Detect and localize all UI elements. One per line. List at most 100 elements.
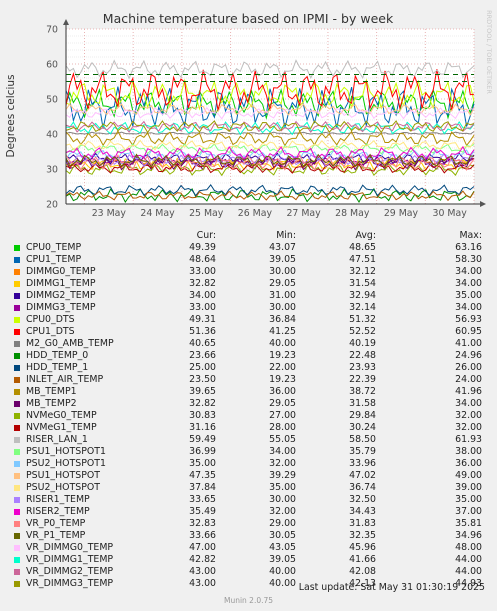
chart-title: Machine temperature based on IPMI - by w… [103, 11, 394, 26]
x-tick-label: 24 May [140, 208, 175, 219]
legend-cur: 33.00 [189, 302, 216, 313]
legend-series-name: PSU2_HOTSPOT1 [26, 458, 106, 469]
legend-max: 34.00 [455, 266, 482, 277]
legend-row: MB_TEMP2 32.82 29.05 31.58 34.00 [0, 398, 497, 410]
legend-max: 39.00 [455, 482, 482, 493]
legend-cur: 33.65 [189, 494, 216, 505]
legend-swatch [14, 557, 20, 563]
legend-avg: 32.35 [349, 530, 376, 541]
legend-row: DIMMG2_TEMP 34.00 31.00 32.94 35.00 [0, 290, 497, 302]
y-tick-label: 60 [46, 60, 58, 71]
legend-series-name: VR_P1_TEMP [26, 530, 86, 541]
series-line-vr-dimmg3-temp [65, 120, 475, 134]
legend-avg: 48.65 [349, 242, 376, 253]
legend-max: 34.00 [455, 278, 482, 289]
y-tick-label: 30 [46, 165, 58, 176]
legend-max: 35.81 [455, 518, 482, 529]
legend-cur: 32.83 [189, 518, 216, 529]
legend-swatch [14, 461, 20, 467]
legend-row: PSU1_HOTSPOT1 36.99 34.00 35.79 38.00 [0, 446, 497, 458]
legend-cur: 37.84 [189, 482, 216, 493]
legend-avg: 42.08 [349, 566, 376, 577]
legend-row: DIMMG0_TEMP 33.00 30.00 32.12 34.00 [0, 266, 497, 278]
legend-min: 22.00 [269, 362, 296, 373]
legend-series-name: PSU1_HOTSPOT [26, 470, 100, 481]
legend-max: 35.00 [455, 290, 482, 301]
legend-max: 24.96 [455, 350, 482, 361]
legend-cur: 47.00 [189, 542, 216, 553]
x-tick-label: 30 May [433, 208, 468, 219]
legend-swatch [14, 533, 20, 539]
legend-swatch [14, 389, 20, 395]
legend-row: INLET_AIR_TEMP 23.50 19.23 22.39 24.00 [0, 374, 497, 386]
legend: Cur: Min: Avg: Max: CPU0_TEMP 49.39 43.07 4… [0, 230, 497, 590]
legend-cur: 42.82 [189, 554, 216, 565]
legend-min: 29.05 [269, 278, 296, 289]
legend-series-name: MB_TEMP1 [26, 386, 77, 397]
legend-swatch [14, 497, 20, 503]
x-tick-label: 23 May [92, 208, 127, 219]
legend-series-name: CPU1_TEMP [26, 254, 82, 265]
legend-min: 39.05 [269, 554, 296, 565]
legend-cur: 23.50 [189, 374, 216, 385]
series-line-inlet-air-temp [65, 190, 475, 202]
legend-swatch [14, 353, 20, 359]
legend-swatch [14, 509, 20, 515]
x-tick-label: 25 May [189, 208, 224, 219]
legend-min: 19.23 [269, 374, 296, 385]
legend-min: 40.00 [269, 566, 296, 577]
legend-avg: 47.51 [349, 254, 376, 265]
series-line-hdd-temp-0 [65, 187, 475, 203]
legend-max: 44.93 [455, 578, 482, 589]
legend-avg: 45.96 [349, 542, 376, 553]
legend-avg: 40.19 [349, 338, 376, 349]
legend-avg: 51.32 [349, 314, 376, 325]
legend-cur: 43.00 [189, 578, 216, 589]
legend-swatch [14, 329, 20, 335]
legend-max: 58.30 [455, 254, 482, 265]
legend-max: 26.00 [455, 362, 482, 373]
legend-header: Cur: Min: Avg: Max: [0, 230, 497, 242]
legend-series-name: RISER2_TEMP [26, 506, 90, 517]
legend-series-name: INLET_AIR_TEMP [26, 374, 104, 385]
legend-min: 29.00 [269, 518, 296, 529]
series-line-nvmeg1-temp [65, 162, 475, 174]
legend-avg: 32.50 [349, 494, 376, 505]
legend-min: 27.00 [269, 410, 296, 421]
legend-series-name: M2_G0_AMB_TEMP [26, 338, 114, 349]
legend-max: 63.16 [455, 242, 482, 253]
legend-avg: 42.13 [349, 578, 376, 589]
legend-min: 32.00 [269, 458, 296, 469]
legend-series-name: DIMMG0_TEMP [26, 266, 96, 277]
legend-row: CPU1_TEMP 48.64 39.05 47.51 58.30 [0, 254, 497, 266]
legend-series-name: CPU1_DTS [26, 326, 75, 337]
legend-row: VR_P1_TEMP 33.66 30.05 32.35 34.96 [0, 530, 497, 542]
legend-min: 55.05 [269, 434, 296, 445]
legend-series-name: CPU0_DTS [26, 314, 75, 325]
munin-version: Munin 2.0.75 [223, 596, 274, 605]
legend-cur: 23.66 [189, 350, 216, 361]
legend-row: CPU1_DTS 51.36 41.25 52.52 60.95 [0, 326, 497, 338]
legend-series-name: VR_P0_TEMP [26, 518, 86, 529]
legend-min: 29.05 [269, 398, 296, 409]
legend-swatch [14, 281, 20, 287]
min-header: Min: [276, 230, 296, 241]
legend-series-name: DIMMG1_TEMP [26, 278, 96, 289]
series-line-psu2-hotspot1 [65, 149, 475, 162]
legend-swatch [14, 257, 20, 263]
legend-series-name: DIMMG3_TEMP [26, 302, 96, 313]
y-tick-label: 50 [46, 95, 58, 106]
legend-cur: 35.49 [189, 506, 216, 517]
legend-row: NVMeG0_TEMP 30.83 27.00 29.84 32.00 [0, 410, 497, 422]
legend-swatch [14, 341, 20, 347]
legend-avg: 52.52 [349, 326, 376, 337]
y-tick-label: 70 [46, 25, 58, 36]
series-line-hdd-temp-1 [65, 184, 475, 197]
legend-max: 61.93 [455, 434, 482, 445]
legend-row: DIMMG3_TEMP 33.00 30.00 32.14 34.00 [0, 302, 497, 314]
x-tick-label: 28 May [335, 208, 370, 219]
series-line-psu2-hotspot [65, 139, 475, 151]
series-line-riser2-temp [65, 145, 475, 161]
legend-row: RISER_LAN_1 59.49 55.05 58.50 61.93 [0, 434, 497, 446]
legend-cur: 33.00 [189, 266, 216, 277]
